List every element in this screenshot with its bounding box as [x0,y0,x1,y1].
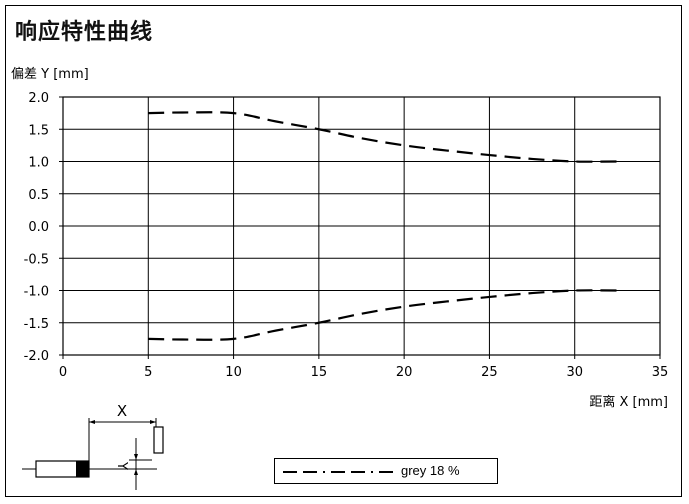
x-tick-label: 15 [311,365,328,380]
series-group [148,111,618,341]
x-tick-label: 30 [566,365,583,380]
x-axis-label: 距离 X [mm] [589,394,668,410]
y-tick-label: 2.0 [28,91,49,106]
y-dimension-label: Y [114,461,129,470]
legend-line-sample [283,471,397,473]
y-axis-label: 偏差 Y [mm] [11,67,89,82]
y-tick-label: 1.5 [28,123,49,138]
y-tick-label: -1.5 [24,317,49,332]
legend: grey 18 % [274,458,498,484]
x-tick-label: 25 [481,365,498,380]
x-arrow-right [150,420,156,424]
y-tick-label: -0.5 [24,252,49,267]
chart-frame [5,5,682,497]
sensor-lens [76,461,89,477]
legend-label: grey 18 % [401,463,460,478]
sensor-diagram: X Y [22,402,164,490]
y-arrow-up [134,454,138,460]
x-tick-label: 10 [225,365,242,380]
x-tick-label: 5 [144,365,152,380]
x-tick-label: 35 [652,365,669,380]
target-object [153,426,164,454]
y-tick-label: -1.0 [24,285,49,300]
page-title: 响应特性曲线 [15,20,154,45]
x-dimension-label: X [117,402,127,420]
x-tick-label: 0 [59,365,67,380]
y-tick-label: 0.0 [28,220,49,235]
ticks: 0 5 10 15 20 25 30 35 2.0 1.5 1.0 0.5 0.0 -0.5 -1.0 -1.… [24,91,669,380]
y-tick-label: 0.5 [28,188,49,203]
series-line-lower [148,289,618,341]
x-arrow-left [89,420,95,424]
y-tick-label: 1.0 [28,156,49,171]
series-line-upper [148,111,618,163]
x-tick-label: 20 [396,365,413,380]
y-tick-label: -2.0 [24,349,49,364]
y-arrow-down [134,469,138,475]
grid [62,96,661,356]
